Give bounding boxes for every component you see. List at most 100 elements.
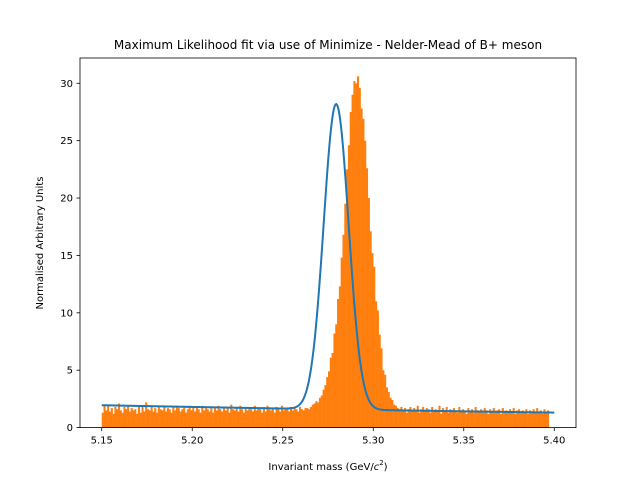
histogram-bar — [521, 410, 524, 428]
histogram-bar — [125, 409, 128, 428]
histogram-bar — [389, 397, 392, 428]
histogram-bar — [136, 413, 139, 428]
histogram-bar — [190, 410, 193, 428]
histogram-bar — [318, 397, 322, 428]
histogram-bar — [239, 405, 242, 428]
histogram-bar — [295, 409, 298, 428]
x-axis-label-unit-exp: 2 — [379, 459, 383, 467]
histogram-bar — [501, 408, 504, 428]
histogram-bar — [456, 412, 459, 428]
histogram-bar — [438, 405, 441, 428]
histogram-bar — [219, 409, 222, 428]
histogram-bar — [215, 410, 218, 428]
histogram-bar — [465, 413, 468, 428]
histogram-bar — [134, 409, 137, 428]
histogram-bar — [221, 411, 224, 428]
histogram-bar — [195, 406, 198, 428]
histogram-bar — [204, 408, 207, 428]
histogram-bar — [143, 411, 146, 428]
histogram-bar — [476, 410, 479, 428]
histogram-bar — [499, 413, 503, 428]
histogram-bar — [393, 404, 396, 428]
histogram-bar — [335, 324, 338, 428]
histogram-bar — [259, 409, 262, 428]
histogram-bar — [347, 145, 350, 428]
histogram-bar — [427, 409, 430, 428]
histogram-bar — [118, 403, 121, 428]
histogram-bar — [458, 406, 461, 428]
histogram-bar — [543, 409, 546, 428]
histogram-bar — [391, 400, 394, 428]
histogram-bar — [338, 286, 341, 428]
histogram-bar — [177, 408, 180, 428]
histogram-bar — [114, 406, 117, 428]
y-axis-ticks: 0 5 10 15 20 25 30 — [60, 79, 80, 434]
histogram-bar — [326, 377, 329, 428]
histogram-bar — [179, 411, 182, 428]
histogram-bar — [541, 413, 544, 428]
histogram-bar — [547, 410, 550, 428]
histogram-bar — [280, 405, 283, 428]
histogram-bar — [422, 406, 425, 428]
histogram-bar — [304, 408, 307, 428]
histogram-bar — [123, 406, 126, 428]
histogram-bar — [241, 409, 244, 428]
histogram-bar — [436, 411, 439, 428]
histogram-bar — [516, 410, 519, 428]
histogram-bar — [186, 409, 189, 428]
x-axis-label-close: ) — [384, 462, 388, 473]
histogram-bar — [203, 410, 206, 428]
histogram-bar — [119, 410, 122, 428]
histogram-bar — [223, 406, 226, 428]
histogram-bar — [210, 406, 213, 428]
histogram-bar — [480, 409, 483, 428]
histogram-bar — [275, 406, 278, 428]
histogram-bar — [250, 409, 253, 428]
histogram-bar — [528, 410, 531, 428]
histogram-bar — [217, 405, 220, 428]
histogram-bar — [447, 412, 450, 428]
histogram-bar — [405, 412, 408, 428]
histogram-bar — [396, 408, 399, 428]
histogram-bar — [226, 408, 229, 428]
histogram-bar — [297, 411, 300, 428]
y-tick-label: 0 — [67, 423, 73, 434]
x-axis-label-text: Invariant mass (GeV/ — [268, 462, 374, 473]
histogram-bar — [429, 412, 432, 428]
histogram-bar — [172, 406, 175, 428]
histogram-bar — [471, 409, 474, 428]
histogram-bar — [532, 409, 535, 428]
histogram-bar — [474, 406, 477, 428]
x-axis-label: Invariant mass (GeV/c2) — [268, 459, 387, 473]
histogram-bar — [385, 387, 388, 428]
histogram-bar — [168, 409, 171, 428]
histogram-bar — [152, 411, 155, 428]
histogram-bar — [358, 87, 361, 428]
histogram-bar — [233, 410, 236, 428]
histogram-bar — [416, 405, 419, 428]
x-tick-label: 5.20 — [181, 436, 203, 447]
histogram-bar — [161, 410, 164, 428]
x-tick-label: 5.35 — [453, 436, 475, 447]
histogram-bar — [505, 410, 508, 428]
histogram-bars — [101, 76, 550, 428]
histogram-bar — [472, 412, 475, 428]
y-tick-label: 30 — [60, 79, 73, 90]
y-tick-label: 25 — [60, 136, 73, 147]
histogram-bar — [199, 412, 202, 428]
histogram-bar — [289, 406, 293, 428]
histogram-bar — [378, 334, 381, 428]
histogram-bar — [139, 412, 142, 428]
histogram-bar — [105, 410, 108, 428]
histogram-bar — [253, 405, 256, 428]
histogram-bar — [128, 411, 131, 428]
histogram-bar — [262, 406, 265, 428]
histogram-bar — [545, 411, 548, 428]
histogram-bar — [315, 401, 318, 428]
histogram-bar — [445, 406, 448, 428]
histogram-bar — [351, 94, 354, 428]
histogram-bar — [398, 409, 401, 428]
histogram-bar — [527, 413, 530, 428]
histogram-bar — [380, 348, 383, 428]
histogram-bar — [101, 412, 104, 428]
